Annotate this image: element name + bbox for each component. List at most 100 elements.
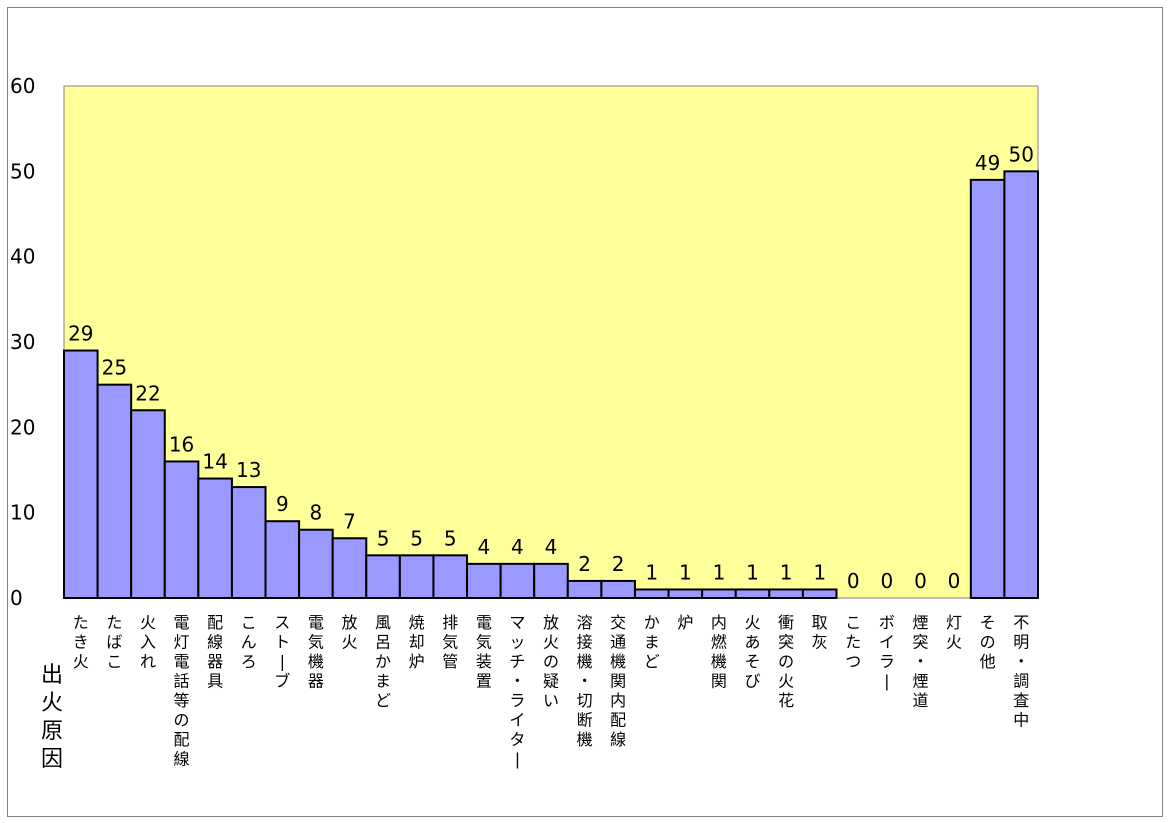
data-label: 1: [645, 560, 658, 584]
svg-text:こ: こ: [241, 613, 257, 632]
svg-text:線: 線: [207, 633, 223, 652]
category-label: 放火: [341, 613, 357, 652]
svg-text:煙: 煙: [912, 613, 928, 632]
bar: [264, 520, 301, 600]
svg-text:ま: ま: [644, 633, 660, 652]
category-label: たばこ: [106, 613, 122, 671]
bar: [298, 528, 334, 600]
bar: [768, 588, 804, 600]
svg-text:接: 接: [577, 633, 593, 652]
bar: [734, 588, 771, 600]
svg-text:き: き: [73, 633, 89, 652]
data-label: 7: [343, 509, 356, 533]
svg-text:た: た: [845, 633, 861, 652]
svg-text:中: 中: [1013, 711, 1029, 730]
svg-text:配: 配: [174, 730, 190, 749]
svg-text:取: 取: [812, 613, 828, 632]
y-tick-label: 30: [10, 330, 35, 354]
svg-text:器: 器: [308, 672, 324, 691]
svg-text:い: い: [543, 691, 559, 710]
svg-text:出: 出: [41, 663, 63, 688]
svg-text:火: 火: [543, 633, 559, 652]
svg-text:|: |: [280, 652, 285, 671]
svg-text:|: |: [884, 672, 889, 691]
svg-text:管: 管: [442, 652, 458, 671]
category-label: こんろ: [241, 613, 257, 671]
svg-text:突: 突: [778, 633, 794, 652]
svg-text:却: 却: [409, 633, 425, 652]
svg-text:た: た: [73, 613, 89, 632]
bar: [130, 409, 166, 599]
bar: [63, 349, 99, 599]
bar: [600, 579, 636, 600]
y-axis-ticks: 0 10 20 30 40 50 60: [10, 74, 35, 610]
bar: [331, 537, 368, 599]
data-label: 1: [679, 560, 692, 584]
data-label: 49: [975, 151, 1000, 175]
svg-text:等: 等: [174, 691, 190, 710]
category-label: たき火: [73, 613, 89, 671]
bar: [96, 383, 133, 599]
svg-text:査: 査: [1013, 691, 1029, 710]
category-label: 煙突・煙道: [912, 613, 928, 710]
svg-text:交: 交: [610, 613, 626, 632]
svg-text:煙: 煙: [912, 672, 928, 691]
svg-text:ど: ど: [644, 652, 660, 671]
svg-text:置: 置: [476, 672, 492, 691]
svg-text:チ: チ: [509, 652, 525, 671]
svg-text:ス: ス: [274, 613, 290, 632]
svg-text:灯: 灯: [946, 613, 962, 632]
category-labels: たき火たばこ火入れ電灯電話等の配線配線器具こんろスト|ブ電気機器放火風呂かまど焼…: [73, 613, 1029, 769]
svg-text:電: 電: [174, 652, 190, 671]
svg-text:火: 火: [341, 633, 357, 652]
data-label: 1: [813, 560, 826, 584]
svg-text:放: 放: [543, 613, 559, 632]
svg-text:呂: 呂: [375, 633, 391, 652]
svg-text:機: 機: [308, 652, 324, 671]
svg-text:そ: そ: [745, 652, 761, 671]
svg-text:・: ・: [1013, 652, 1029, 671]
svg-text:炉: 炉: [677, 613, 693, 632]
y-tick-label: 0: [10, 586, 23, 610]
svg-text:・: ・: [912, 652, 928, 671]
svg-text:線: 線: [174, 750, 190, 769]
svg-text:ブ: ブ: [274, 672, 290, 691]
y-tick-label: 40: [10, 245, 35, 269]
bar: [499, 562, 536, 599]
category-label: 不明・調査中: [1013, 613, 1029, 730]
category-label: 溶接機・切断機: [577, 613, 593, 749]
category-label: その他: [980, 613, 996, 671]
svg-text:突: 突: [912, 633, 928, 652]
data-label: 16: [169, 432, 194, 456]
svg-text:道: 道: [912, 691, 928, 710]
svg-text:灰: 灰: [812, 633, 828, 652]
bar: [230, 486, 267, 600]
svg-text:切: 切: [577, 691, 593, 710]
data-label: 2: [612, 552, 625, 576]
svg-text:ト: ト: [274, 633, 290, 652]
data-label: 0: [948, 569, 961, 593]
svg-text:機: 機: [577, 652, 593, 671]
svg-text:の: の: [778, 652, 794, 671]
bar: [197, 477, 233, 599]
svg-text:そ: そ: [980, 613, 996, 632]
svg-text:イ: イ: [879, 633, 895, 652]
svg-text:具: 具: [207, 672, 223, 691]
svg-text:配: 配: [207, 613, 223, 632]
y-tick-label: 20: [10, 415, 35, 439]
svg-text:か: か: [644, 613, 660, 632]
svg-text:機: 機: [610, 652, 626, 671]
bar: [398, 554, 435, 599]
svg-text:放: 放: [341, 613, 357, 632]
svg-text:れ: れ: [140, 652, 156, 671]
svg-text:タ: タ: [509, 730, 525, 749]
svg-text:原: 原: [41, 719, 63, 744]
category-label: 炉: [677, 613, 693, 632]
